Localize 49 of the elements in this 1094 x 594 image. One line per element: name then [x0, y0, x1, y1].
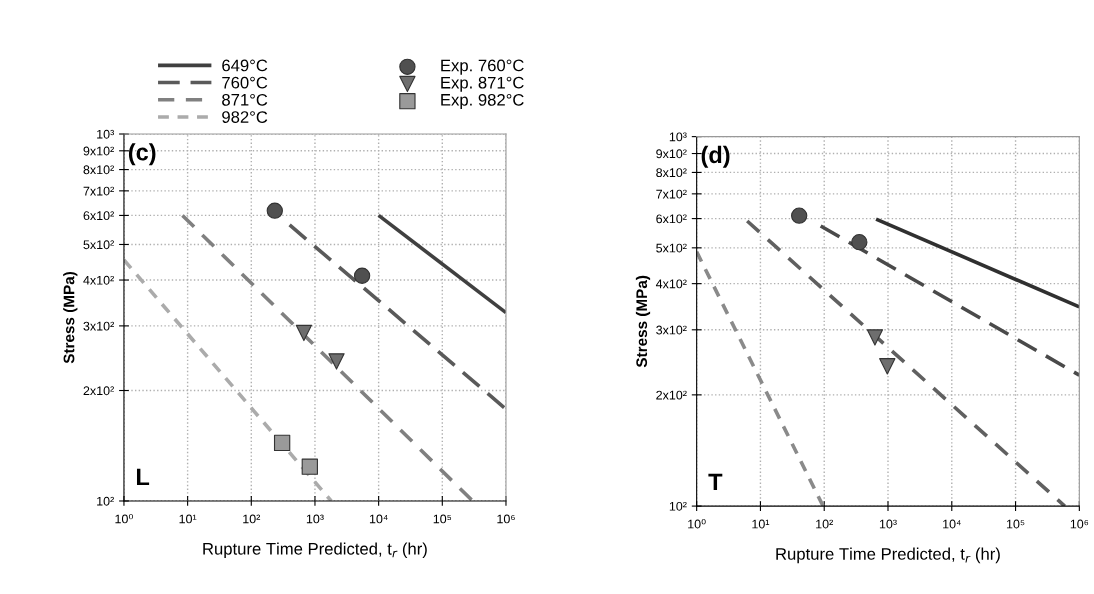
y-axis-title: Stress (MPa)	[63, 271, 78, 364]
legend-label: Exp. 871°C	[441, 76, 524, 92]
legend-label: 760°C	[222, 76, 268, 89]
y-tick-label: 10³	[97, 129, 114, 139]
x-axis-title: Rupture Time Predicted, t$_{r}$ (hr)	[776, 547, 1000, 564]
y-tick-label: 3x10²	[83, 321, 114, 331]
x-tick-label: 10⁶	[1070, 519, 1089, 529]
y-tick-label: 5x10²	[656, 243, 687, 253]
legend-label: 871°C	[222, 93, 268, 106]
x-tick-label: 10⁵	[1006, 519, 1025, 529]
x-tick-label: 10⁶	[497, 514, 515, 524]
x-tick-label: 10¹	[179, 514, 197, 524]
x-tick-label: 10⁰	[688, 519, 706, 529]
legend-label: 982°C	[222, 111, 268, 123]
x-tick-label: 10⁵	[433, 514, 452, 524]
y-tick-label: 7x10²	[83, 186, 114, 196]
x-tick-label: 10³	[306, 514, 324, 524]
y-tick-label: 8x10²	[83, 165, 114, 175]
y-tick-label: 2x10²	[656, 390, 687, 400]
y-tick-label: 3x10²	[656, 325, 687, 335]
x-tick-label: 10⁴	[943, 519, 961, 529]
x-tick-label: 10²	[816, 519, 834, 529]
annotation: L	[136, 468, 150, 486]
y-tick-label: 6x10²	[656, 214, 687, 224]
legend-label: Exp. 760°C	[441, 59, 524, 75]
y-axis-title: Stress (MPa)	[635, 275, 651, 368]
x-tick-label: 10²	[243, 514, 261, 524]
y-tick-label: 2x10²	[83, 386, 114, 396]
y-tick-label: 7x10²	[656, 189, 687, 199]
annotation: (d)	[701, 145, 730, 168]
y-tick-label: 8x10²	[656, 168, 687, 178]
y-tick-label: 5x10²	[83, 240, 114, 250]
x-tick-label: 10¹	[752, 519, 770, 529]
x-tick-label: 10⁰	[115, 513, 133, 524]
y-tick-label: 4x10²	[83, 275, 114, 285]
x-tick-label: 10³	[879, 519, 897, 529]
annotation: T	[708, 473, 723, 491]
x-axis-title: Rupture Time Predicted, t$_{r}$ (hr)	[203, 542, 427, 559]
legend-label: Exp. 982°C	[441, 93, 524, 110]
y-tick-label: 6x10²	[83, 211, 114, 221]
y-tick-label: 10²	[97, 496, 114, 506]
y-tick-label: 9x10²	[83, 146, 114, 156]
y-tick-label: 9x10²	[656, 149, 687, 159]
y-tick-label: 4x10²	[655, 279, 687, 289]
y-tick-label: 10³	[669, 132, 687, 142]
annotation: (c)	[128, 143, 156, 166]
x-tick-label: 10⁴	[369, 514, 388, 524]
y-tick-label: 10²	[669, 501, 687, 511]
legend-label: 649°C	[222, 59, 268, 72]
